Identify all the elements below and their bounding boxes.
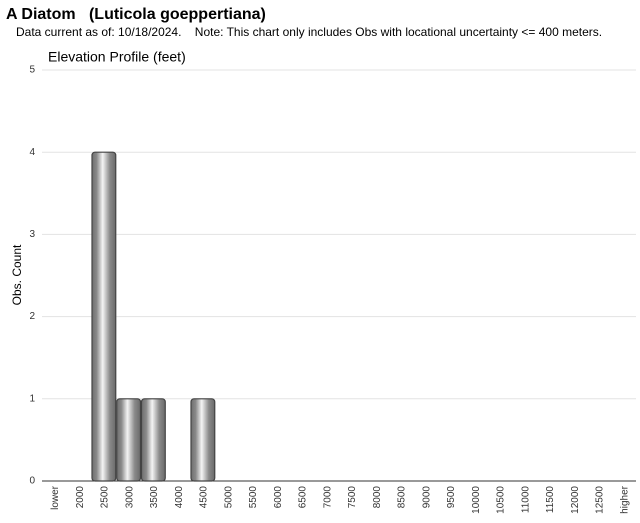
x-tick-label: 11500 xyxy=(545,486,556,514)
x-tick-label: 8500 xyxy=(397,486,408,509)
x-tick-label: 5000 xyxy=(223,486,234,509)
bar xyxy=(116,398,142,482)
page-title: A Diatom (Luticola goeppertiana) xyxy=(6,6,266,23)
x-tick-label: 3000 xyxy=(124,486,135,509)
y-tick-label: 0 xyxy=(29,476,35,487)
x-tick-label: 8000 xyxy=(372,486,383,509)
x-tick-label: 7000 xyxy=(322,486,333,509)
y-tick-label: 3 xyxy=(29,229,35,240)
x-tick-label: lower xyxy=(50,485,61,510)
bar xyxy=(91,151,117,482)
x-tick-label: 9000 xyxy=(421,486,432,509)
bar xyxy=(190,398,216,482)
y-axis-label: Obs. Count xyxy=(10,244,24,305)
x-tick-label: 6000 xyxy=(273,486,284,509)
y-tick-label: 4 xyxy=(29,147,35,158)
subtitle: Data current as of: 10/18/2024. Note: Th… xyxy=(16,25,602,39)
x-tick-label: 10000 xyxy=(471,486,482,514)
x-tick-label: higher xyxy=(619,485,630,513)
x-tick-label: 12000 xyxy=(570,486,581,514)
y-tick-label: 2 xyxy=(29,311,35,322)
x-tick-label: 6500 xyxy=(298,486,309,509)
x-tick-label: 2500 xyxy=(100,486,111,509)
bar xyxy=(140,398,166,482)
y-tick-label: 5 xyxy=(29,65,35,76)
x-tick-label: 3500 xyxy=(149,486,160,509)
x-tick-label: 9500 xyxy=(446,486,457,509)
y-tick-label: 1 xyxy=(29,393,35,404)
x-tick-label: 10500 xyxy=(496,486,507,514)
x-tick-label: 4000 xyxy=(174,486,185,509)
x-tick-label: 5500 xyxy=(248,486,259,509)
x-tick-label: 12500 xyxy=(595,486,606,514)
chart-title: Elevation Profile (feet) xyxy=(48,49,186,65)
x-tick-label: 7500 xyxy=(347,486,358,509)
x-tick-label: 2000 xyxy=(75,486,86,509)
x-tick-label: 11000 xyxy=(520,486,531,514)
x-tick-label: 4500 xyxy=(199,486,210,509)
